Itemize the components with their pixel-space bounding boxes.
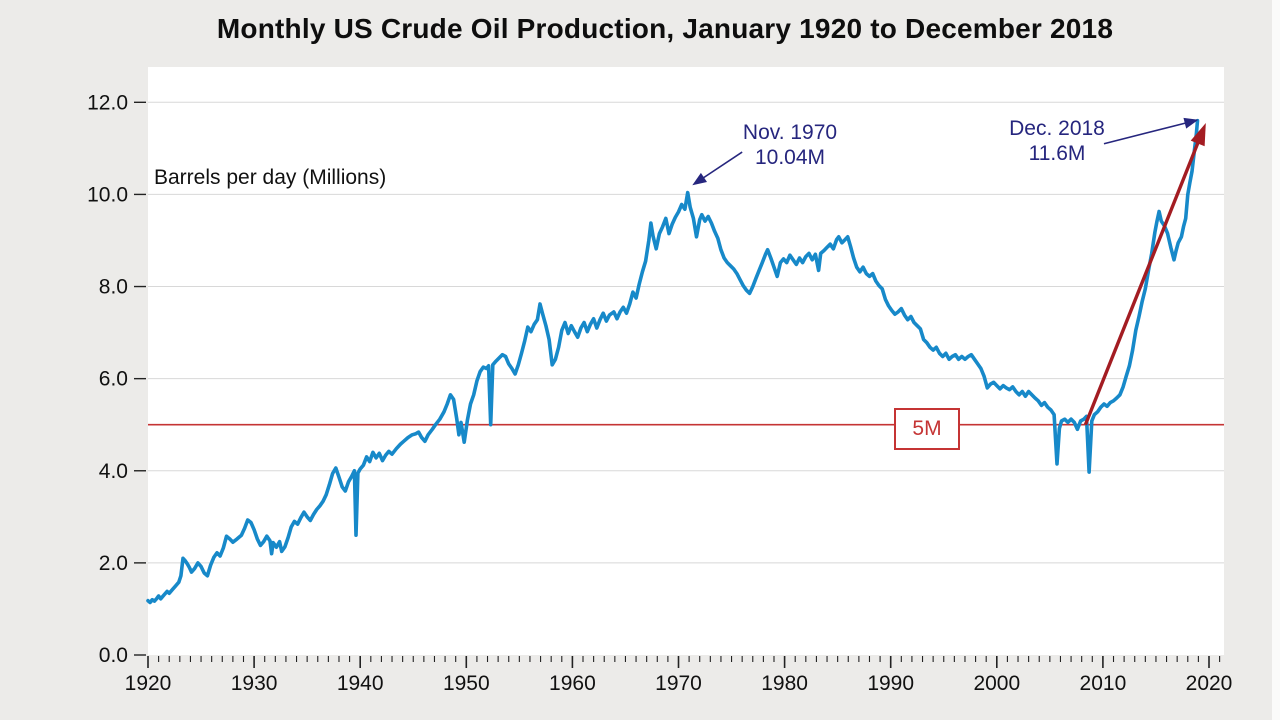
- ref-line-5m-label: 5M: [894, 408, 960, 450]
- svg-text:2.0: 2.0: [99, 552, 128, 575]
- svg-text:1930: 1930: [231, 672, 278, 695]
- svg-text:10.0: 10.0: [87, 183, 128, 206]
- svg-text:2020: 2020: [1186, 672, 1233, 695]
- y-tick-labels: 0.0 2.0 4.0 6.0 8.0 10.0 12.0: [87, 91, 128, 667]
- chart-title: Monthly US Crude Oil Production, January…: [216, 13, 1114, 44]
- annotation-arrow-end-dec-2018: [1103, 117, 1199, 145]
- svg-text:1950: 1950: [443, 672, 490, 695]
- svg-text:8.0: 8.0: [99, 276, 128, 299]
- annotation-dec-2018-line1: Dec. 2018: [1009, 117, 1105, 140]
- svg-text:2000: 2000: [973, 672, 1020, 695]
- svg-text:1980: 1980: [761, 672, 808, 695]
- svg-text:2010: 2010: [1080, 672, 1127, 695]
- svg-text:6.0: 6.0: [99, 368, 128, 391]
- x-tick-labels: 1920 1930 1940 1950 1960 1970 1980 1990 2000 2010…: [125, 672, 1233, 695]
- svg-text:1920: 1920: [125, 672, 172, 695]
- svg-text:1940: 1940: [337, 672, 384, 695]
- svg-text:4.0: 4.0: [99, 460, 128, 483]
- svg-text:1970: 1970: [655, 672, 702, 695]
- y-gridlines: [148, 101, 1224, 564]
- y-axis-ticks: [134, 101, 146, 656]
- trend-arrow: [1083, 123, 1206, 426]
- svg-text:1990: 1990: [867, 672, 914, 695]
- annotation-arrow-peak-nov-1970: [692, 151, 743, 186]
- annotation-dec-2018: Dec. 2018 11.6M: [947, 116, 1167, 166]
- annotation-nov-1970-line1: Nov. 1970: [742, 121, 838, 144]
- svg-text:1960: 1960: [549, 672, 596, 695]
- annotation-nov-1970: Nov. 1970 10.04M: [680, 120, 900, 170]
- production-line: [146, 118, 1200, 605]
- svg-text:12.0: 12.0: [87, 91, 128, 114]
- svg-text:0.0: 0.0: [99, 644, 128, 667]
- y-axis-unit-label: Barrels per day (Millions): [154, 166, 387, 189]
- annotation-nov-1970-line2: 10.04M: [754, 146, 826, 169]
- plot-background: [148, 67, 1224, 655]
- figure-right-edge: [1272, 0, 1280, 720]
- annotation-dec-2018-line2: 11.6M: [1028, 142, 1086, 165]
- x-axis-ticks: [147, 656, 1221, 668]
